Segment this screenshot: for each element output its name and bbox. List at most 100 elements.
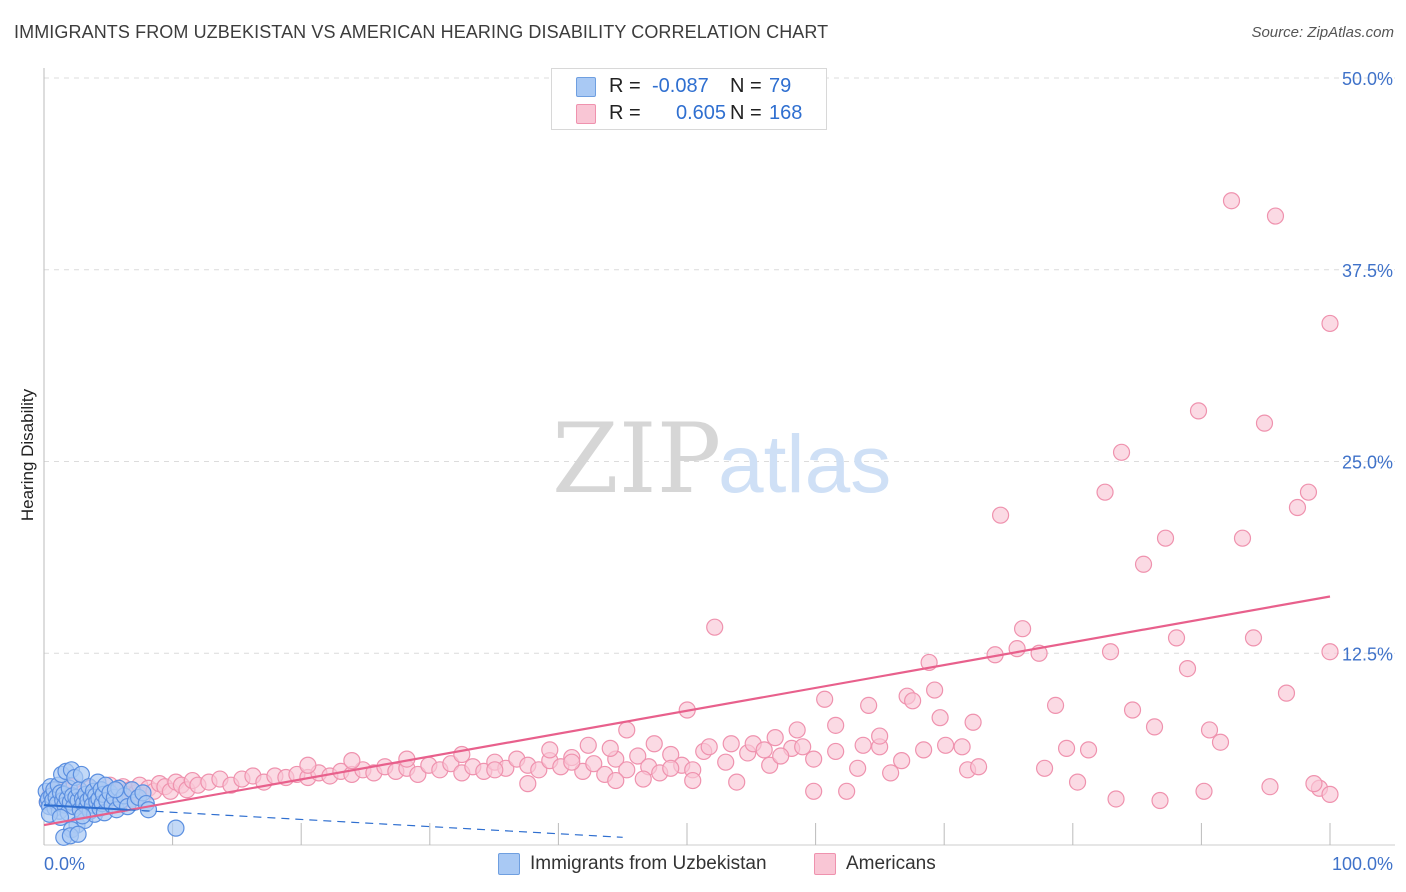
- americans-point: [519, 775, 537, 793]
- legend-swatch-blue: [576, 77, 596, 97]
- uzbekistan-point: [106, 781, 125, 799]
- americans-point: [1288, 498, 1307, 517]
- legend-n-label: N =: [730, 75, 762, 97]
- americans-point: [1266, 207, 1285, 225]
- americans-point: [706, 618, 724, 636]
- americans-point: [607, 771, 625, 790]
- uzbekistan-trend-line-dashed: [127, 809, 623, 838]
- americans-point: [904, 692, 922, 710]
- americans-point: [766, 729, 784, 747]
- legend-n-label: N =: [730, 102, 762, 124]
- americans-point: [1200, 721, 1219, 739]
- uzbekistan-point: [73, 807, 92, 825]
- watermark-zip: ZIP: [552, 403, 721, 515]
- legend-r-value: 0.605: [676, 102, 727, 124]
- americans-point: [964, 713, 982, 731]
- y-tick-label: 37.5%: [1342, 261, 1393, 281]
- uzbekistan-point: [139, 801, 158, 819]
- y-tick-label: 50.0%: [1342, 69, 1393, 89]
- americans-point: [805, 750, 823, 768]
- americans-point: [1068, 773, 1087, 791]
- americans-point: [1112, 443, 1131, 461]
- americans-point: [1244, 629, 1263, 647]
- americans-point: [1013, 620, 1032, 638]
- americans-point: [1134, 555, 1153, 573]
- watermark-atlas: atlas: [718, 419, 891, 510]
- x-tick-label: 100.0%: [1332, 854, 1393, 874]
- tick-labels: 12.5% 25.0% 37.5% 50.0% 0.0% 100.0%: [44, 69, 1393, 874]
- americans-point: [1107, 790, 1125, 808]
- americans-point: [299, 756, 317, 774]
- americans-point: [1211, 733, 1230, 751]
- americans-point: [1156, 529, 1175, 547]
- americans-trend-line: [43, 595, 1331, 827]
- americans-point: [1255, 414, 1274, 432]
- uzbekistan-point: [69, 825, 87, 843]
- americans-point: [618, 721, 636, 739]
- legend-r-value: -0.087: [652, 75, 709, 97]
- americans-point: [1305, 775, 1323, 793]
- americans-point: [1123, 701, 1142, 719]
- americans-point: [601, 739, 619, 757]
- americans-point: [563, 753, 581, 771]
- legend-n-value: 168: [769, 102, 803, 124]
- watermark: ZIP atlas: [552, 403, 891, 515]
- americans-point: [827, 742, 845, 761]
- americans-point: [761, 756, 779, 774]
- americans-point: [838, 782, 856, 800]
- legend-swatch-pink: [576, 104, 596, 124]
- americans-point: [722, 735, 740, 753]
- americans-point: [953, 738, 971, 756]
- americans-point: [1277, 684, 1296, 702]
- americans-point: [849, 759, 867, 777]
- trend-lines: [43, 595, 1331, 838]
- americans-point: [794, 738, 812, 756]
- americans-point: [1101, 643, 1120, 661]
- americans-point: [1008, 640, 1026, 658]
- americans-point: [1195, 782, 1213, 800]
- americans-point: [931, 709, 949, 727]
- y-tick-label: 25.0%: [1342, 453, 1393, 473]
- chart-title: IMMIGRANTS FROM UZBEKISTAN VS AMERICAN H…: [14, 22, 829, 42]
- americans-point: [788, 721, 806, 739]
- bottom-legend-swatch-pink: [814, 853, 836, 875]
- americans-point: [882, 764, 900, 782]
- americans-point: [871, 727, 889, 745]
- americans-point: [893, 752, 911, 770]
- americans-point: [1167, 629, 1186, 647]
- americans-point: [915, 741, 933, 759]
- grid-layer: [44, 77, 1395, 654]
- americans-point: [684, 771, 702, 790]
- americans-point: [827, 716, 845, 734]
- x-tick-label: 0.0%: [44, 854, 85, 874]
- americans-point: [1222, 192, 1241, 210]
- americans-point: [991, 506, 1010, 524]
- bottom-legend-label-americans: Americans: [846, 853, 936, 874]
- americans-point: [579, 736, 597, 754]
- americans-point: [805, 782, 823, 800]
- americans-point: [1321, 785, 1339, 803]
- americans-point: [755, 741, 773, 759]
- americans-point: [1046, 696, 1065, 715]
- americans-point: [530, 761, 548, 779]
- legend-r-label: R =: [609, 75, 641, 97]
- americans-point: [541, 741, 559, 759]
- americans-point: [409, 765, 427, 784]
- americans-point: [1321, 643, 1339, 661]
- legend-r-label: R =: [609, 102, 641, 124]
- bottom-legend-swatch-blue: [498, 853, 520, 875]
- uzbekistan-point: [167, 819, 185, 837]
- uzbekistan-point: [72, 765, 90, 784]
- axis-layer: [43, 68, 1395, 846]
- americans-point: [926, 681, 944, 699]
- americans-point: [700, 738, 718, 756]
- americans-point: [1299, 483, 1318, 501]
- americans-point: [629, 747, 647, 765]
- americans-point: [937, 736, 955, 754]
- americans-point: [645, 735, 663, 753]
- americans-point: [854, 736, 872, 754]
- americans-point: [662, 759, 680, 777]
- americans-point: [442, 755, 460, 773]
- bottom-legend-label-uzbekistan: Immigrants from Uzbekistan: [530, 853, 767, 874]
